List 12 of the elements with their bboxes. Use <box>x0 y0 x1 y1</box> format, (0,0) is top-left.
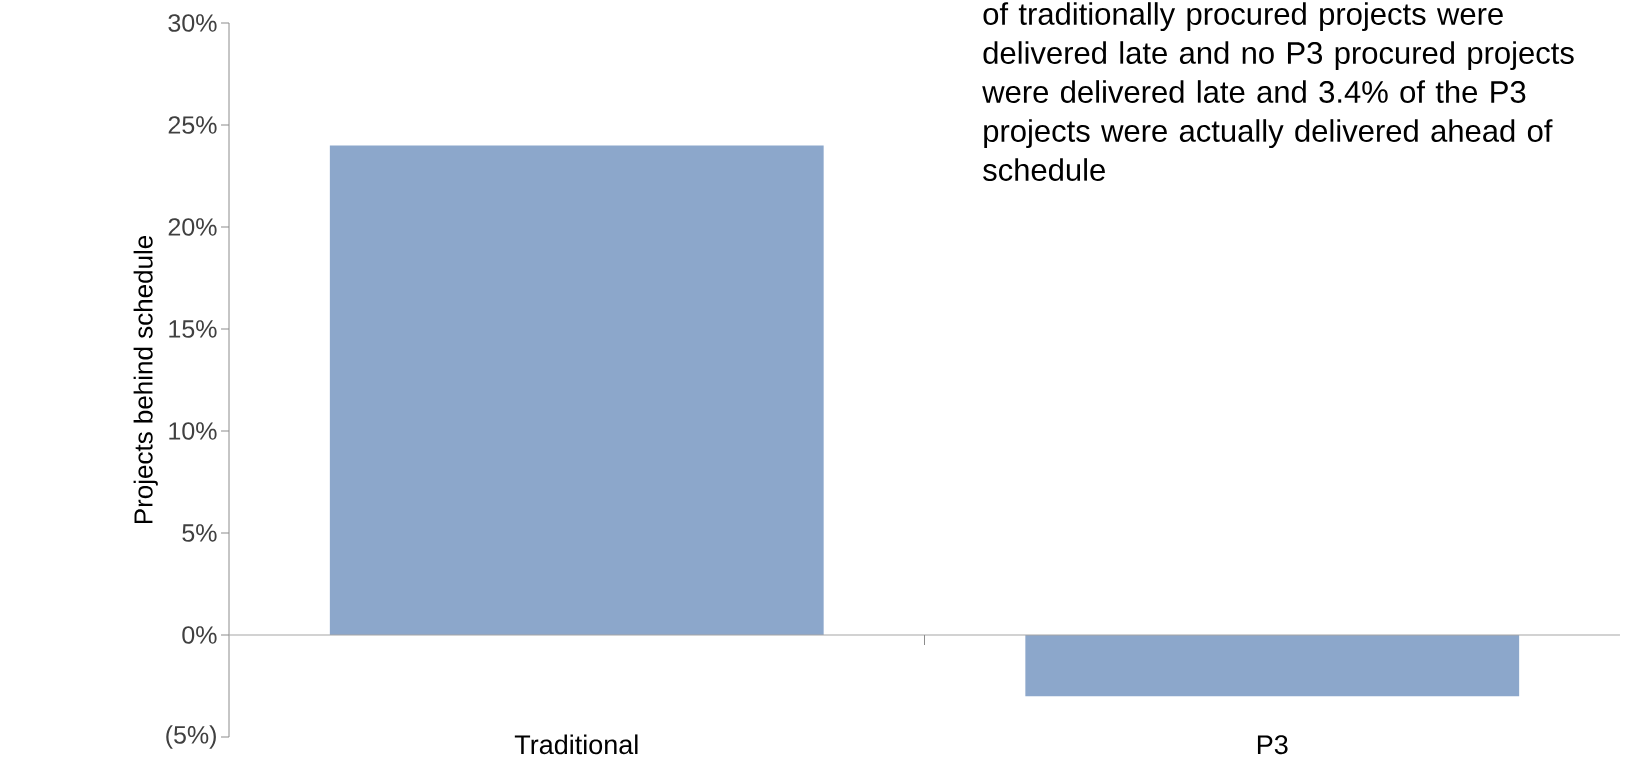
y-axis-title: Projects behind schedule <box>133 235 158 524</box>
y-tick-label: 0% <box>182 626 217 644</box>
y-tick-label: 5% <box>182 524 217 542</box>
y-tick-label: 15% <box>169 320 217 338</box>
y-tick-label: 30% <box>168 14 217 32</box>
x-tick-label: P3 <box>1257 735 1288 755</box>
y-tick-label: 10% <box>169 422 217 440</box>
x-tick-label: Traditional <box>514 734 638 755</box>
y-tick-label: 20% <box>168 218 217 236</box>
y-tick-label: 25% <box>168 116 217 134</box>
y-tick-label: (5%) <box>166 725 216 749</box>
annotation: of traditionally procured projects were delivered late and no P3 procured projects were delivered late and 3.4% of the P3 projects were actually delivered ahead of schedule <box>982 2 1574 181</box>
